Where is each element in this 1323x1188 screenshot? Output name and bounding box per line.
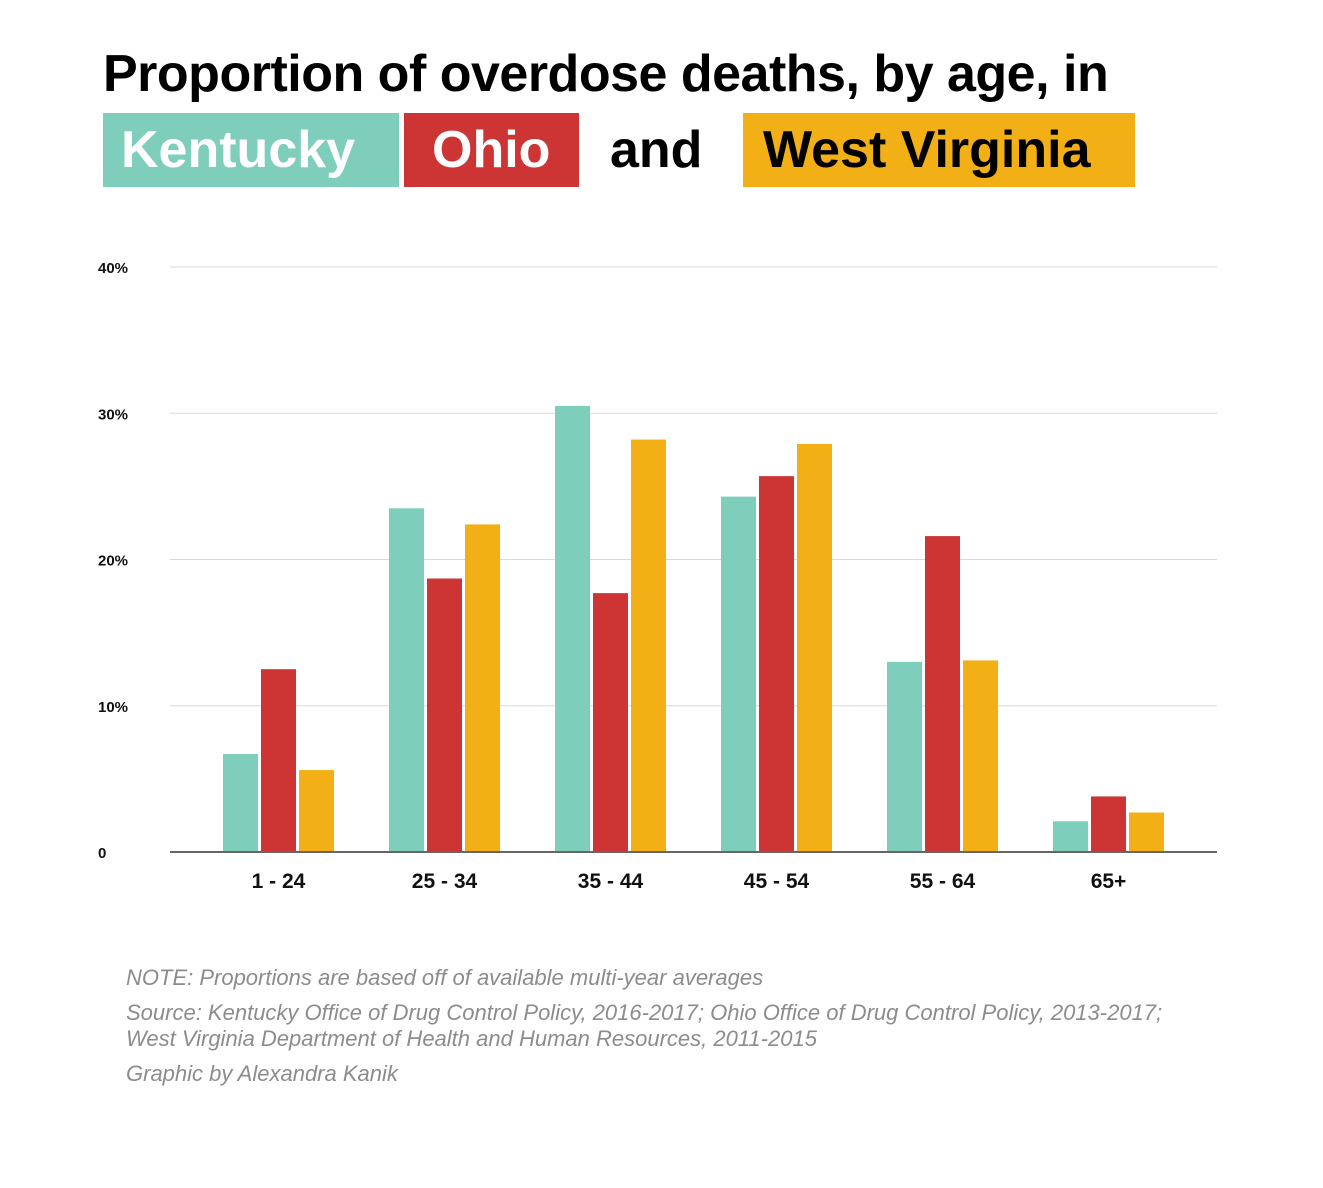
credit-text: Graphic by Alexandra Kanik: [126, 1061, 398, 1086]
x-tick-label: 1 - 24: [252, 870, 306, 893]
x-tick-label: 25 - 34: [412, 870, 478, 893]
bar-ohio-2: [593, 593, 628, 852]
x-tick-label: 65+: [1091, 870, 1127, 893]
source-text: Source: Kentucky Office of Drug Control …: [126, 1000, 1163, 1051]
bar-kentucky-2: [555, 405, 590, 852]
bar-kentucky-5: [1053, 821, 1088, 852]
legend-connector: and: [610, 121, 703, 179]
legend-kentucky: Kentucky: [103, 113, 399, 187]
bar-ohio-0: [261, 669, 296, 852]
y-tick-label: 40%: [98, 260, 128, 277]
bar-ohio-4: [925, 536, 960, 852]
footnotes: NOTE: Proportions are based off of avail…: [126, 965, 1306, 1096]
y-tick-label: 10%: [98, 699, 128, 716]
note-text: NOTE: Proportions are based off of avail…: [126, 965, 764, 990]
x-tick-label: 35 - 44: [578, 870, 644, 893]
bar-west-virginia-1: [465, 524, 500, 852]
bar-kentucky-3: [721, 496, 756, 852]
x-tick-label: 45 - 54: [744, 870, 810, 893]
bars: [223, 405, 1164, 852]
y-tick-label: 20%: [98, 553, 128, 570]
bar-kentucky-4: [887, 661, 922, 852]
chart-title: Proportion of overdose deaths, by age, i…: [103, 45, 1109, 103]
axes: 0 10% 20% 30% 40% 1 - 24 25 - 34 35 - 44 45 - 54…: [98, 260, 1217, 893]
legend-ohio: Ohio: [404, 113, 579, 187]
bar-ohio-5: [1091, 796, 1126, 852]
y-tick-label: 0: [98, 845, 106, 862]
bar-kentucky-1: [389, 508, 424, 852]
bar-west-virginia-3: [797, 443, 832, 852]
x-tick-label: 55 - 64: [910, 870, 976, 893]
bar-ohio-1: [427, 578, 462, 852]
bar-ohio-3: [759, 476, 794, 852]
bar-kentucky-0: [223, 754, 258, 852]
bar-west-virginia-5: [1129, 812, 1164, 852]
legend: Kentucky Ohio and West Virginia: [103, 113, 1203, 187]
legend-west-virginia: West Virginia: [743, 113, 1135, 187]
gridlines: [170, 266, 1217, 707]
bar-west-virginia-4: [963, 660, 998, 852]
bar-west-virginia-0: [299, 770, 334, 852]
y-tick-label: 30%: [98, 406, 128, 423]
bar-west-virginia-2: [631, 439, 666, 852]
